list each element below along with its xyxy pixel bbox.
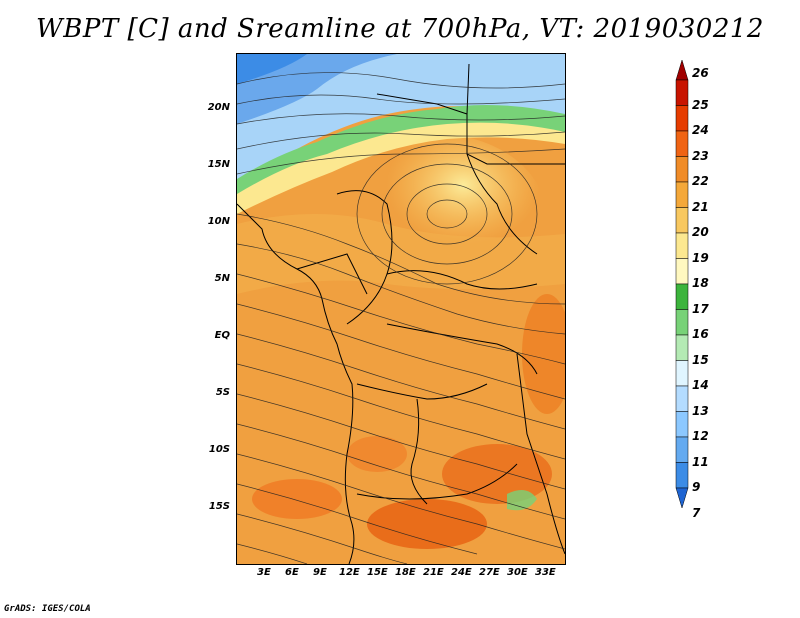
country-borders (237, 63, 565, 564)
lon-label-18e: 18E (395, 567, 416, 578)
colorbar-segment (675, 385, 689, 412)
colorbar-label: 18 (692, 276, 709, 290)
lon-label-21e: 21E (423, 567, 444, 578)
colorbar-label: 25 (692, 97, 709, 112)
colorbar-segment (675, 334, 689, 361)
colorbar-segment (675, 181, 689, 208)
hot-spot-south (367, 499, 487, 549)
lat-label-10n: 10N (207, 216, 230, 227)
lon-label-6e: 6E (285, 567, 299, 578)
lon-label-15e: 15E (367, 567, 388, 578)
colorbar-label: 21 (692, 199, 709, 214)
colorbar-label: 7 (692, 505, 701, 520)
colorbar-segment (675, 130, 689, 157)
lat-label-5n: 5N (214, 273, 230, 284)
colorbar-label: 22 (692, 174, 709, 188)
colorbar-label: 20 (692, 225, 709, 239)
cold-zone (237, 54, 397, 124)
colorbar-segment (675, 411, 689, 438)
colorbar-label: 11 (692, 454, 709, 469)
grads-credit: GrADS: IGES/COLA (4, 604, 91, 614)
lon-label-27e: 27E (479, 567, 500, 578)
colorbar-segment (675, 232, 689, 259)
colorbar-label: 13 (692, 403, 709, 418)
colorbar-label: 24 (692, 123, 709, 137)
colorbar-segment (675, 105, 689, 132)
colorbar-label: 12 (692, 429, 709, 443)
colorbar-label: 19 (692, 250, 709, 265)
colorbar-label: 16 (692, 327, 709, 341)
lat-label-20n: 20N (207, 102, 230, 113)
map-plot-area (236, 53, 566, 565)
colorbar-segment (675, 258, 689, 285)
lat-label-10s: 10S (208, 444, 230, 455)
lon-label-33e: 33E (535, 567, 556, 578)
colorbar-label: 23 (692, 148, 709, 163)
colorbar-segment (675, 309, 689, 336)
colorbar-bottom-arrow (675, 487, 689, 509)
lat-label-5s: 5S (215, 387, 230, 398)
lon-label-12e: 12E (339, 567, 360, 578)
colorbar-top-arrow (675, 60, 689, 81)
colorbar-label: 17 (692, 301, 709, 316)
chart-title: WBPT [C] and Sreamline at 700hPa, VT: 20… (36, 14, 764, 44)
lat-label-15n: 15N (207, 159, 230, 170)
streamlines (237, 72, 565, 564)
lon-label-30e: 30E (507, 567, 528, 578)
colorbar-label: 15 (692, 352, 709, 367)
colorbar-segment (675, 79, 689, 106)
colorbar (675, 60, 689, 509)
lat-label-15s: 15S (208, 501, 230, 512)
coldest-zone (237, 54, 307, 84)
colorbar-segment (675, 462, 689, 489)
colorbar-label: 9 (692, 480, 701, 494)
green-band (237, 105, 565, 204)
lon-label-3e: 3E (257, 567, 271, 578)
colorbar-segment (675, 207, 689, 234)
lat-label-eq: EQ (214, 330, 230, 341)
colorbar-label: 14 (692, 378, 709, 392)
colorbar-segment (675, 156, 689, 183)
colorbar-label: 26 (692, 66, 709, 80)
colorbar-segment (675, 436, 689, 463)
colorbar-segment (675, 283, 689, 310)
colorbar-segment (675, 360, 689, 387)
lon-label-9e: 9E (313, 567, 327, 578)
lon-label-24e: 24E (451, 567, 472, 578)
wbpt-shading (237, 54, 565, 564)
